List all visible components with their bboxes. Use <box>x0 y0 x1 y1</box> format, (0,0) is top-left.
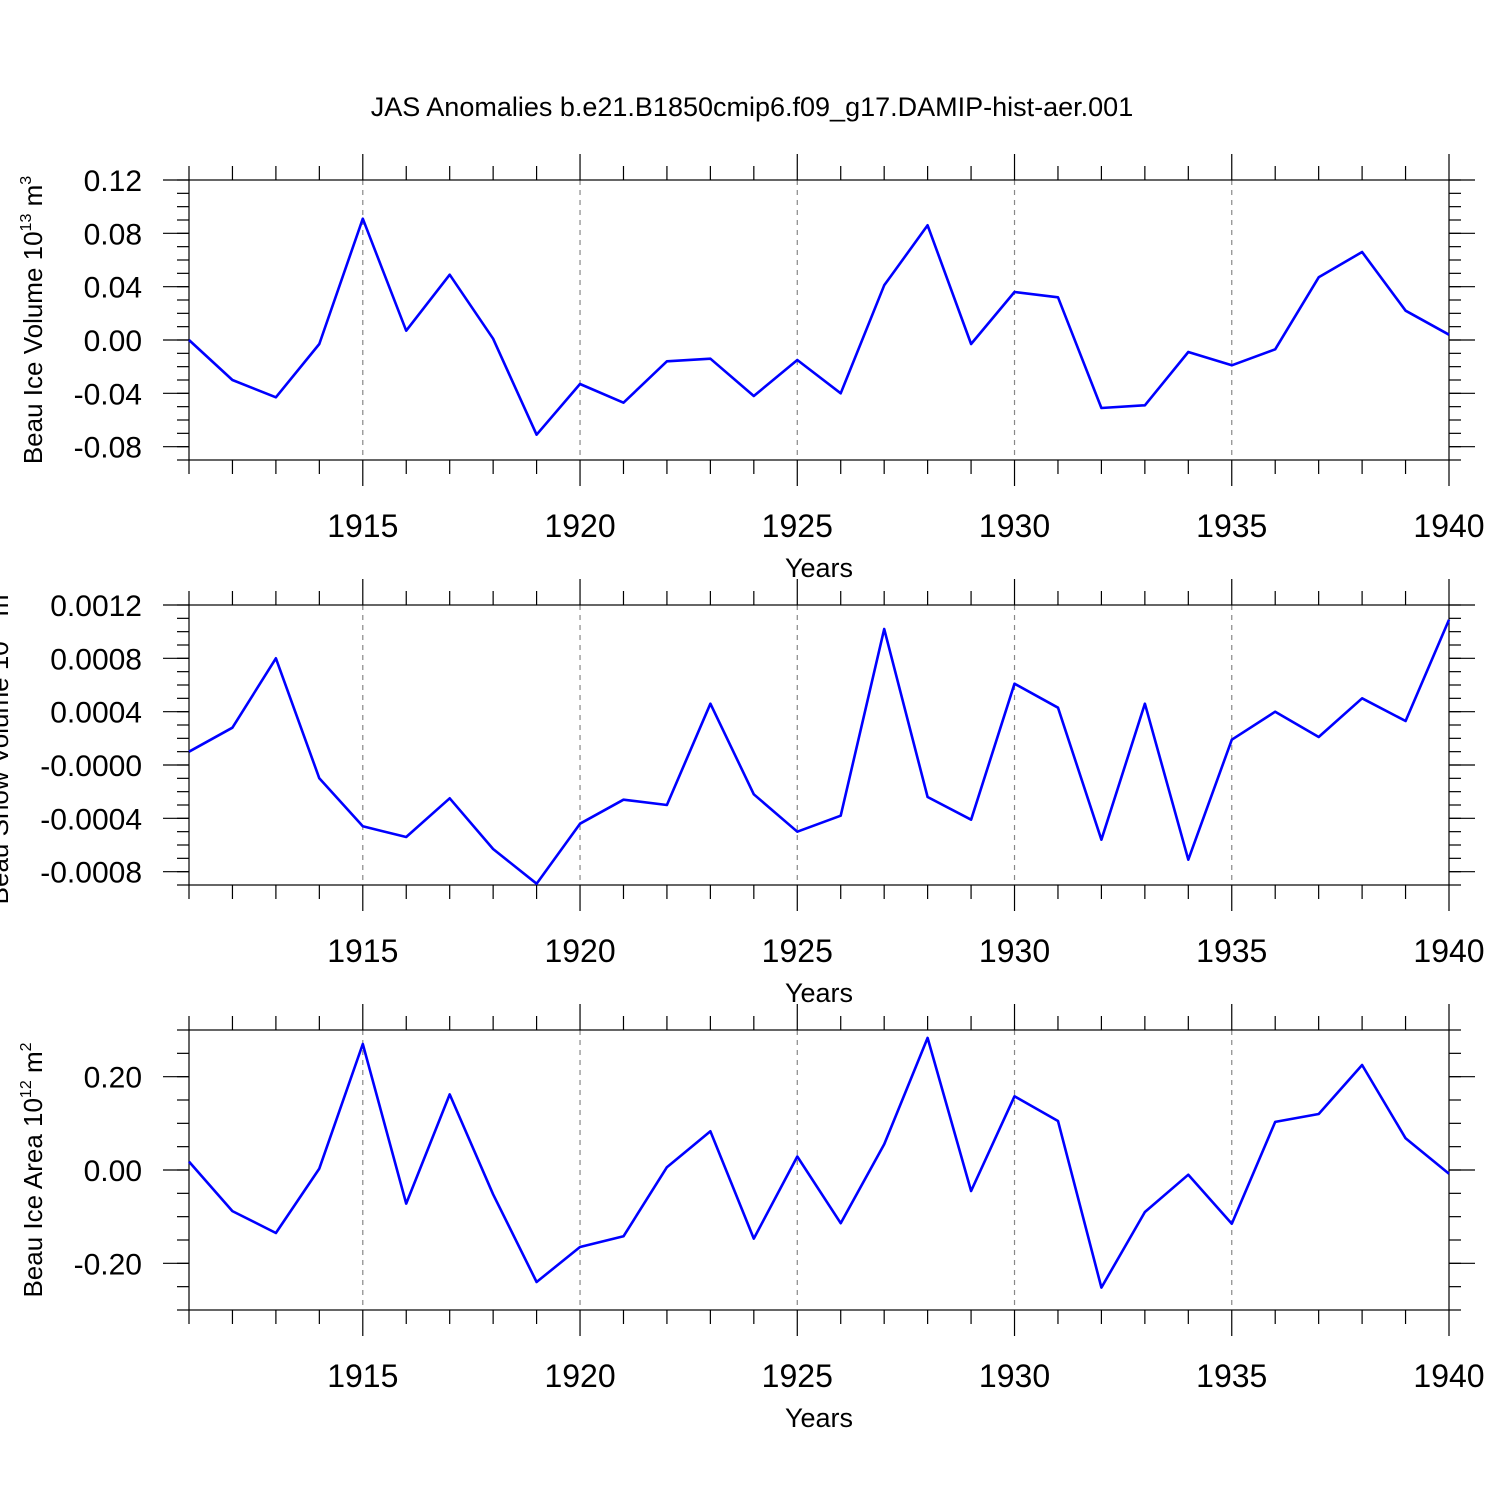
x-tick-label: 1935 <box>1196 933 1267 969</box>
x-tick-label: 1925 <box>762 1358 833 1394</box>
panel-2: 0.0012 0.0008 0.0004 -0.0000 -0.0004 -0.0008 1… <box>0 579 1485 1008</box>
plot-frame <box>188 179 1450 461</box>
x-tick-label: 1935 <box>1196 1358 1267 1394</box>
y-tick-label: 0.20 <box>84 1062 142 1095</box>
y-tick-label: 0.0004 <box>50 697 142 730</box>
x-axis-label: Years <box>785 978 853 1008</box>
x-tick-label: 1920 <box>544 933 615 969</box>
y-tick-label: -0.20 <box>74 1248 142 1281</box>
x-axis-label: Years <box>785 1403 853 1433</box>
x-tick-label: 1940 <box>1413 1358 1484 1394</box>
panel-3: 0.20 0.00 -0.20 1915 1920 1925 1930 1935 1940 Yea… <box>18 1004 1485 1433</box>
x-tick-label: 1930 <box>979 508 1050 544</box>
y-tick-label: -0.04 <box>74 378 142 411</box>
series-line <box>188 1036 1450 1289</box>
y-tick-label: 0.00 <box>84 325 142 358</box>
x-tick-label: 1925 <box>762 933 833 969</box>
y-tick-label: 0.00 <box>84 1155 142 1188</box>
y-axis-label: Beau Snow Volume 1013 m3 <box>0 586 14 905</box>
x-tick-label: 1930 <box>979 933 1050 969</box>
y-tick-label: 0.08 <box>84 218 142 251</box>
plot-frame <box>188 604 1450 886</box>
y-tick-label: -0.0004 <box>40 803 142 836</box>
y-tick-label: 0.12 <box>84 165 142 198</box>
x-tick-label: 1930 <box>979 1358 1050 1394</box>
y-tick-label: 0.0012 <box>50 590 142 623</box>
y-tick-label: 0.0008 <box>50 643 142 676</box>
chart-title: JAS Anomalies b.e21.B1850cmip6.f09_g17.D… <box>371 92 1133 122</box>
x-axis-label: Years <box>785 553 853 583</box>
y-axis-label: Beau Ice Volume 1013 m3 <box>18 176 48 464</box>
y-tick-label: -0.08 <box>74 432 142 465</box>
x-tick-label: 1920 <box>544 508 615 544</box>
x-tick-label: 1925 <box>762 508 833 544</box>
x-tick-label: 1915 <box>327 508 398 544</box>
x-tick-label: 1915 <box>327 1358 398 1394</box>
y-tick-label: 0.04 <box>84 272 142 305</box>
x-tick-label: 1920 <box>544 1358 615 1394</box>
x-tick-label: 1940 <box>1413 508 1484 544</box>
y-tick-label: -0.0008 <box>40 857 142 890</box>
panel-1: 0.12 0.08 0.04 0.00 -0.04 -0.08 1915 1920 1925 19… <box>18 154 1485 583</box>
x-tick-label: 1940 <box>1413 933 1484 969</box>
y-axis-label: Beau Ice Area 1012 m2 <box>18 1042 48 1297</box>
series-line <box>188 217 1450 437</box>
y-tick-label: -0.0000 <box>40 750 142 783</box>
series-line <box>188 619 1451 886</box>
x-tick-label: 1915 <box>327 933 398 969</box>
x-tick-label: 1935 <box>1196 508 1267 544</box>
plot-frame <box>188 1029 1450 1311</box>
